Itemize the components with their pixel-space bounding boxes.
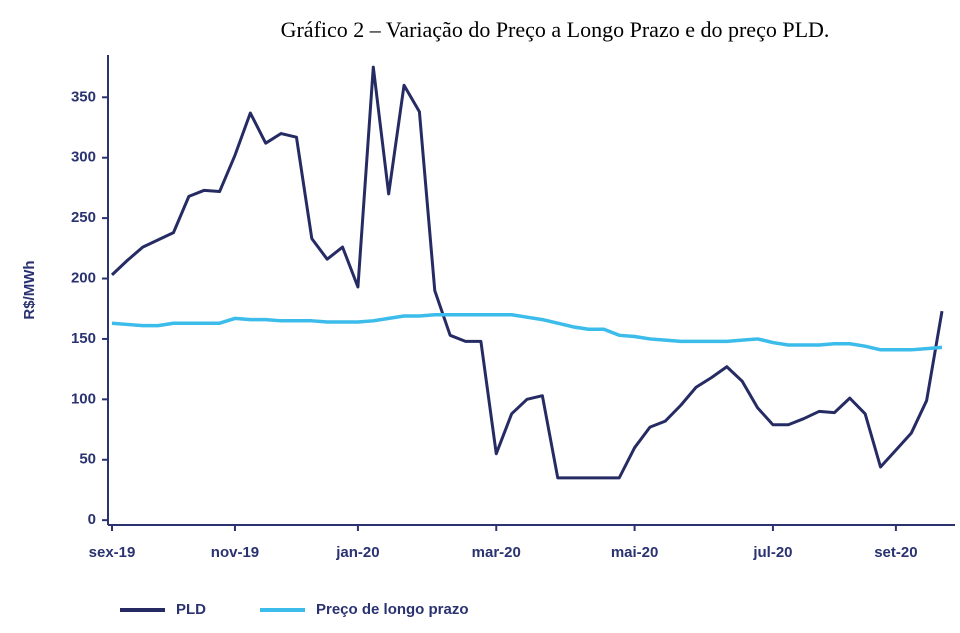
line-series [110,65,944,480]
y-tick-label: 250 [71,209,96,226]
line-series [111,313,943,352]
x-tick-label: mai-20 [611,544,659,561]
y-tick-label: 150 [71,330,96,347]
x-tick-label: jan-20 [335,544,379,561]
y-tick-label: 350 [71,88,96,105]
legend-label: PLD [176,601,206,618]
y-tick-label: 300 [71,149,96,166]
x-tick-label: nov-19 [211,544,259,561]
y-tick-label: 0 [88,511,96,528]
x-tick-label: set-20 [874,544,917,561]
x-tick-label: sex-19 [89,544,136,561]
y-axis-label: R$/MWh [21,260,38,319]
x-tick-label: mar-20 [472,544,521,561]
y-tick-label: 200 [71,269,96,286]
y-tick-label: 100 [71,390,96,407]
chart-title: Gráfico 2 – Variação do Preço a Longo Pr… [281,17,830,42]
legend-label: Preço de longo prazo [316,601,469,618]
x-tick-label: jul-20 [752,544,792,561]
y-tick-label: 50 [79,451,96,468]
